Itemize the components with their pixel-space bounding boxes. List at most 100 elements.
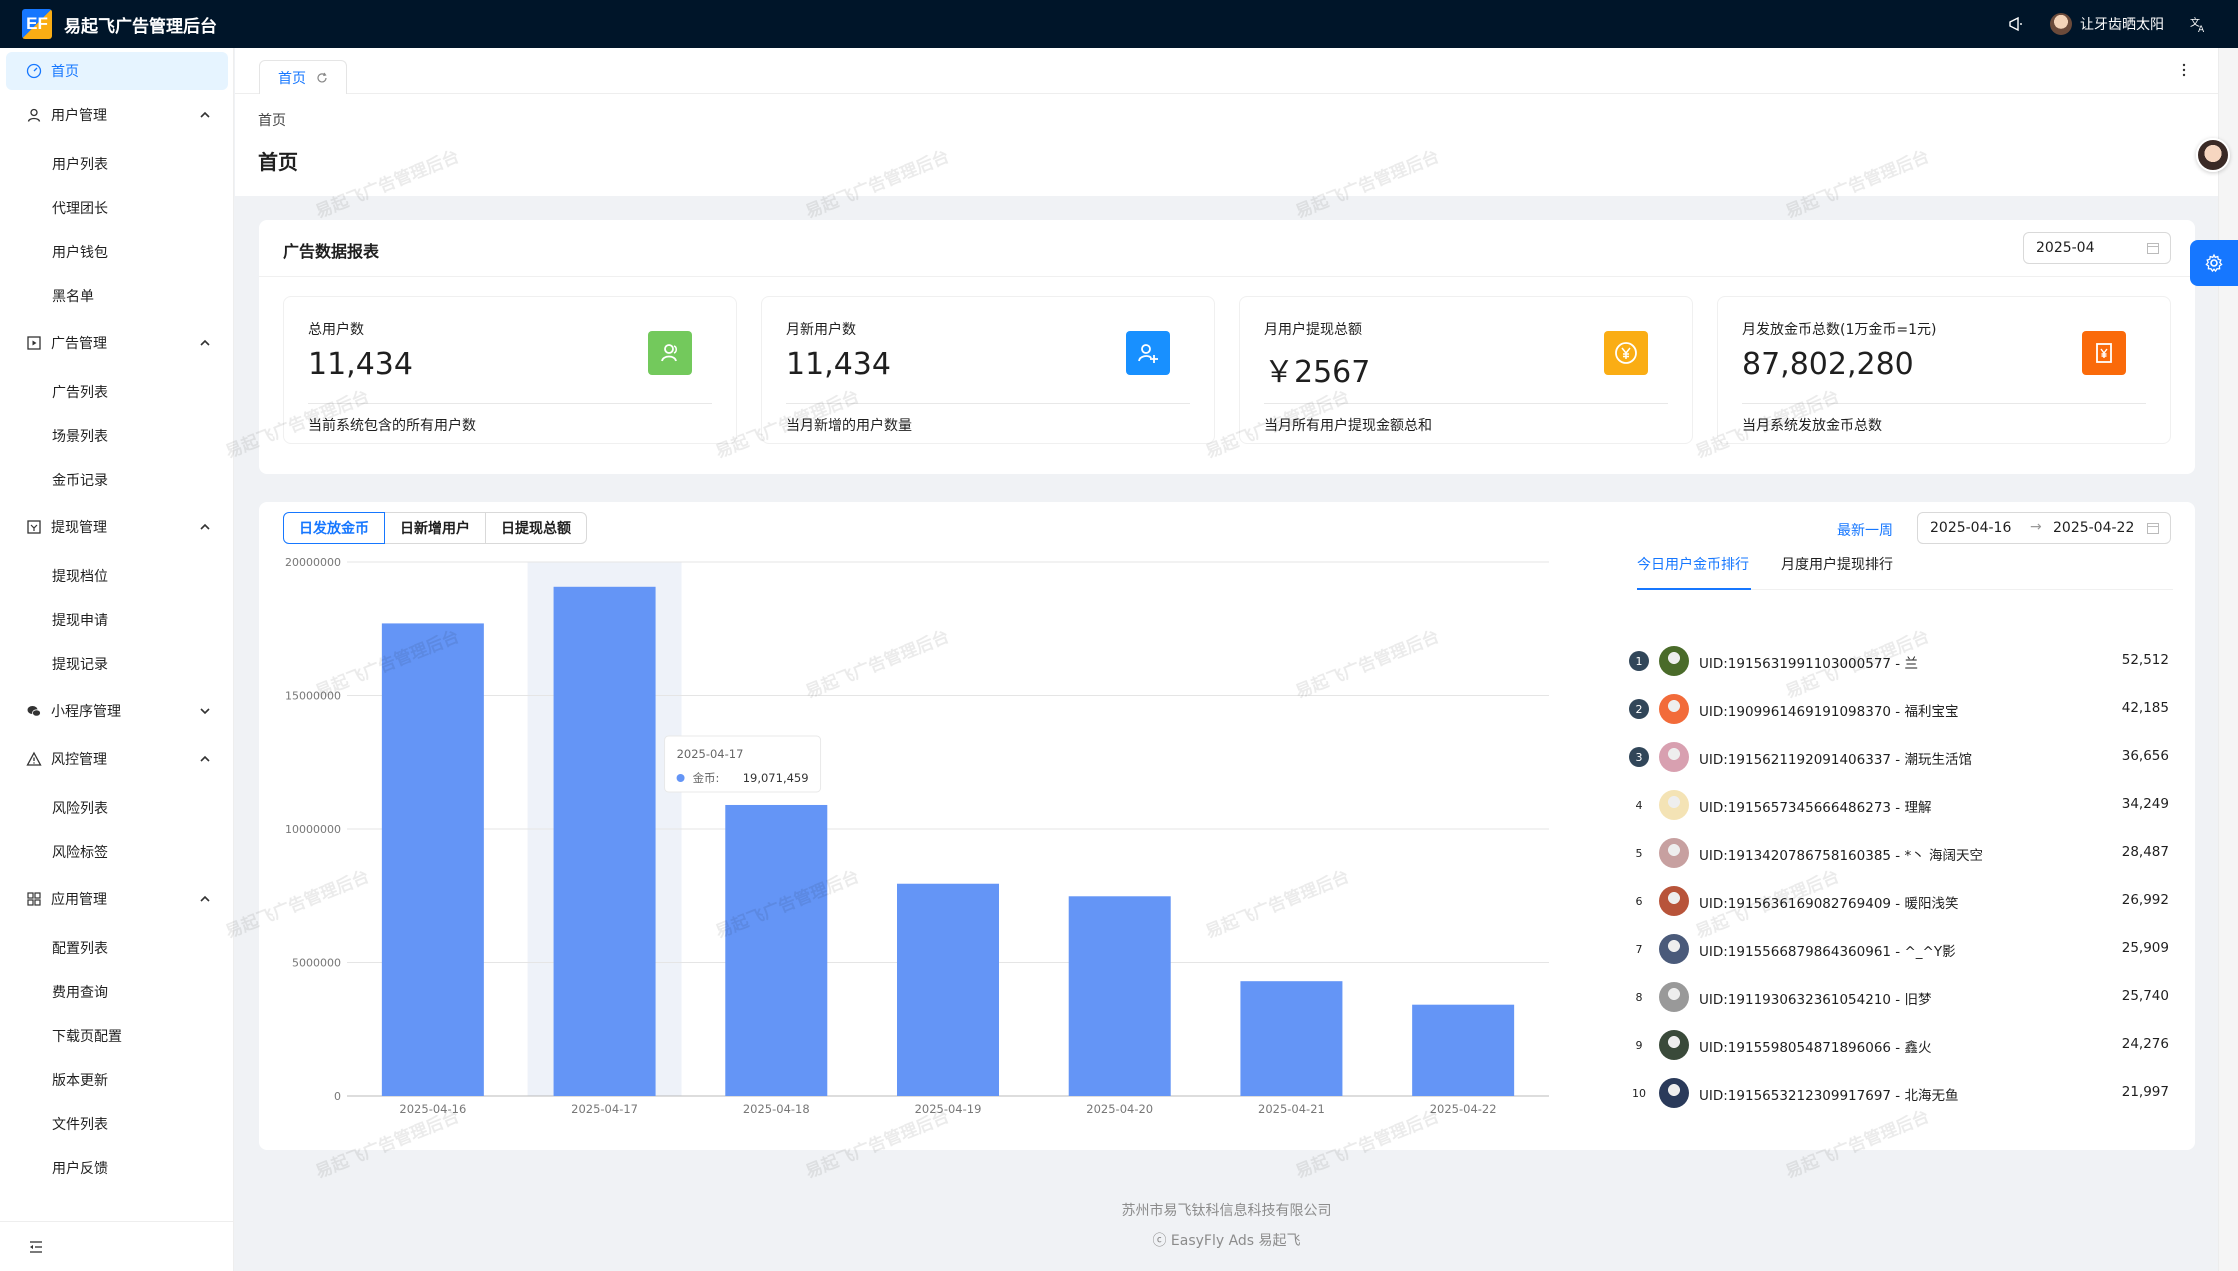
segment-daily-new-users[interactable]: 日新增用户: [384, 512, 486, 544]
sidebar-item-cost-query[interactable]: 费用查询: [52, 985, 108, 1001]
x-tick-label: 2025-04-16: [399, 1102, 466, 1116]
sidebar-item-user-wallet[interactable]: 用户钱包: [52, 245, 108, 261]
tab-home[interactable]: 首页: [259, 60, 347, 94]
sidebar-item-risk-tags[interactable]: 风险标签: [52, 845, 108, 861]
breadcrumb[interactable]: 首页: [258, 113, 286, 129]
avatar: [1659, 1078, 1689, 1108]
sidebar-item-user-list[interactable]: 用户列表: [52, 157, 108, 173]
sidebar-item-risk-list[interactable]: 风险列表: [52, 801, 108, 817]
ranking-row[interactable]: 5 UID:1913420786758160385 - *丶 海阔天空 28,487: [1621, 834, 2181, 868]
ranking-row[interactable]: 10 UID:1915653212309917697 - 北海无鱼 21,997: [1621, 1074, 2181, 1108]
sidebar-group-risk[interactable]: 风控管理: [6, 740, 228, 778]
sidebar-item-version-update[interactable]: 版本更新: [52, 1073, 108, 1089]
tab-daily-coin-ranking[interactable]: 今日用户金币排行: [1637, 557, 1749, 573]
avatar: [1659, 982, 1689, 1012]
ranking-row[interactable]: 7 UID:1915566879864360961 - ^_^Y影 25,909: [1621, 930, 2181, 964]
stat-label: 总用户数: [308, 322, 364, 338]
stat-card-new-users: 月新用户数 11,434 当月新增的用户数量: [761, 296, 1215, 444]
range-start: 2025-04-16: [1930, 520, 2012, 536]
sidebar-item-file-list[interactable]: 文件列表: [52, 1117, 108, 1133]
ranking-row[interactable]: 2 UID:1909961469191098370 - 福利宝宝 42,185: [1621, 690, 2181, 724]
ranking-row[interactable]: 8 UID:1911930632361054210 - 旧梦 25,740: [1621, 978, 2181, 1012]
rank-user-name: UID:1915631991103000577 - 兰: [1699, 656, 1918, 672]
sidebar-group-label: 应用管理: [51, 892, 107, 908]
assistant-avatar[interactable]: [2196, 138, 2230, 172]
chevron-up-icon: [200, 111, 210, 118]
sidebar-group-ads[interactable]: 广告管理: [6, 324, 228, 362]
ranking-row[interactable]: 6 UID:1915636169082769409 - 暖阳浅笑 26,992: [1621, 882, 2181, 916]
stat-value: 87,802,280: [1742, 347, 1914, 382]
sidebar-item-withdraw-tiers[interactable]: 提现档位: [52, 569, 108, 585]
rank-value: 36,656: [2121, 748, 2169, 764]
sidebar-item-download-page[interactable]: 下载页配置: [52, 1029, 122, 1045]
warning-icon: [26, 751, 42, 766]
ranking-row[interactable]: 9 UID:1915598054871896066 - 鑫火 24,276: [1621, 1026, 2181, 1060]
bar: [1068, 896, 1171, 1096]
page-header: 首页 首页: [235, 94, 2218, 196]
sidebar-group-label: 广告管理: [51, 336, 107, 352]
rank-value: 26,992: [2121, 892, 2169, 908]
bar: [381, 623, 484, 1096]
sidebar-group-user[interactable]: 用户管理: [6, 96, 228, 134]
footer-copyright: ⓒ EasyFly Ads 易起飞: [1152, 1233, 1301, 1249]
segment-daily-withdraw[interactable]: 日提现总额: [485, 512, 587, 544]
month-picker[interactable]: 2025-04: [2023, 232, 2171, 264]
refresh-icon[interactable]: [316, 72, 328, 84]
bar: [553, 586, 656, 1096]
stat-card-withdraw-total: 月用户提现总额 ￥2567 当月所有用户提现金额总和: [1239, 296, 1693, 444]
tooltip-value: 19,071,459: [743, 771, 809, 785]
more-vertical-icon[interactable]: [2176, 62, 2192, 78]
y-tick-label: 0: [334, 1090, 341, 1103]
wechat-icon: [27, 706, 41, 717]
sidebar-item-user-feedback[interactable]: 用户反馈: [52, 1161, 108, 1177]
stat-value: 11,434: [786, 347, 891, 382]
ranking-row[interactable]: 3 UID:1915621192091406337 - 潮玩生活馆 36,656: [1621, 738, 2181, 772]
dashboard-icon: [26, 63, 42, 79]
y-tick-label: 20000000: [285, 556, 341, 569]
stat-label: 月发放金币总数(1万金币=1元): [1742, 322, 1937, 338]
rank-user-name: UID:1909961469191098370 - 福利宝宝: [1699, 704, 1959, 720]
wallet-icon: [27, 520, 41, 534]
avatar: [1659, 694, 1689, 724]
ranking-row[interactable]: 1 UID:1915631991103000577 - 兰 52,512: [1621, 642, 2181, 676]
sidebar-group-apps[interactable]: 应用管理: [6, 880, 228, 918]
user-name: 让牙齿晒太阳: [2080, 17, 2164, 33]
rank-user-name: UID:1911930632361054210 - 旧梦: [1699, 992, 1932, 1008]
latest-week-link[interactable]: 最新一周: [1837, 523, 1893, 539]
segment-daily-coins[interactable]: 日发放金币: [283, 512, 385, 544]
sidebar-item-ad-list[interactable]: 广告列表: [52, 385, 108, 401]
ranking-row[interactable]: 4 UID:1915657345666486273 - 理解 34,249: [1621, 786, 2181, 820]
yuan-coin-icon: [1604, 331, 1648, 375]
date-range-picker[interactable]: 2025-04-16 → 2025-04-22: [1917, 512, 2171, 544]
page-scrollbar[interactable]: [2218, 48, 2238, 1271]
sidebar-item-config-list[interactable]: 配置列表: [52, 941, 108, 957]
app-logo[interactable]: EF 易起飞广告管理后台: [22, 9, 217, 39]
x-tick-label: 2025-04-20: [1086, 1102, 1153, 1116]
menu-fold-icon[interactable]: [28, 1239, 44, 1255]
footer-company: 苏州市易飞钛科信息科技有限公司: [1121, 1203, 1332, 1219]
rank-user-name: UID:1915566879864360961 - ^_^Y影: [1699, 944, 1956, 960]
settings-float-button[interactable]: [2190, 240, 2238, 286]
sidebar-item-home[interactable]: 首页: [6, 52, 228, 90]
user-icon: [27, 108, 41, 122]
divider: [1742, 403, 2146, 404]
user-menu[interactable]: 让牙齿晒太阳: [2050, 13, 2164, 35]
bar: [725, 804, 828, 1096]
sidebar-item-withdraw-records[interactable]: 提现记录: [52, 657, 108, 673]
notification-icon[interactable]: [2006, 14, 2026, 34]
sidebar-item-withdraw-requests[interactable]: 提现申请: [52, 613, 108, 629]
sidebar-item-coin-records[interactable]: 金币记录: [52, 473, 108, 489]
divider: [1264, 403, 1668, 404]
sidebar-item-blacklist[interactable]: 黑名单: [52, 289, 94, 305]
bar: [1240, 981, 1343, 1096]
sidebar-item-scene-list[interactable]: 场景列表: [52, 429, 108, 445]
y-tick-label: 5000000: [292, 957, 341, 970]
sidebar-group-miniprogram[interactable]: 小程序管理: [6, 692, 228, 730]
tab-monthly-withdraw-ranking[interactable]: 月度用户提现排行: [1781, 557, 1893, 573]
rank-number: 1: [1629, 651, 1649, 671]
rank-value: 25,909: [2121, 940, 2169, 956]
sidebar: 首页 用户管理 用户列表 代理团长 用户钱包 黑名单 广告管理 广告列表 场景列…: [0, 48, 234, 1271]
sidebar-group-withdraw[interactable]: 提现管理: [6, 508, 228, 546]
sidebar-item-agent-leader[interactable]: 代理团长: [52, 201, 108, 217]
